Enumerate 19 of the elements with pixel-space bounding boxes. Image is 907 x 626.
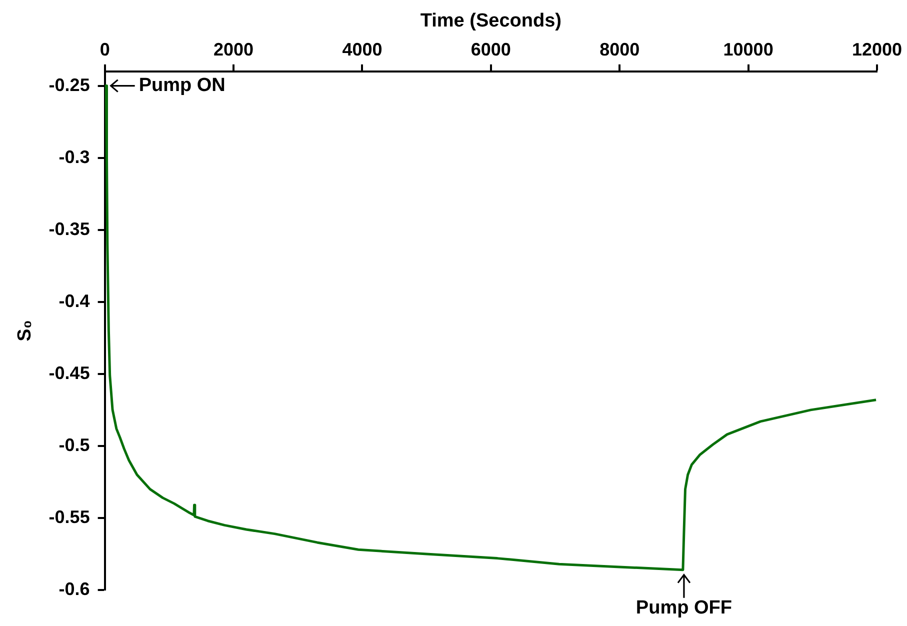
x-tick-label: 6000 xyxy=(470,40,511,60)
y-tick-label: -0.3 xyxy=(58,146,90,167)
annotation: Pump ON xyxy=(138,75,226,96)
x-tick-label: 4000 xyxy=(342,40,382,60)
y-tick-label: -0.55 xyxy=(48,506,90,527)
annotation: Pump OFF xyxy=(636,598,732,619)
y-tick-label: -0.35 xyxy=(48,218,90,239)
x-axis-title: Time (Seconds) xyxy=(420,10,562,32)
x-tick-label: 8000 xyxy=(600,40,640,60)
y-tick-label: -0.4 xyxy=(58,290,90,311)
y-axis-title: S₀ xyxy=(14,320,36,342)
y-tick-label: -0.6 xyxy=(58,578,90,599)
x-tick-label: 10000 xyxy=(723,40,774,60)
x-tick-label: 2000 xyxy=(214,40,254,60)
x-tick-label: 12000 xyxy=(852,40,902,60)
x-tick-label: 0 xyxy=(100,40,110,60)
y-tick-label: -0.45 xyxy=(48,362,90,383)
y-tick-label: -0.25 xyxy=(48,74,90,95)
y-tick-label: -0.5 xyxy=(58,434,90,455)
